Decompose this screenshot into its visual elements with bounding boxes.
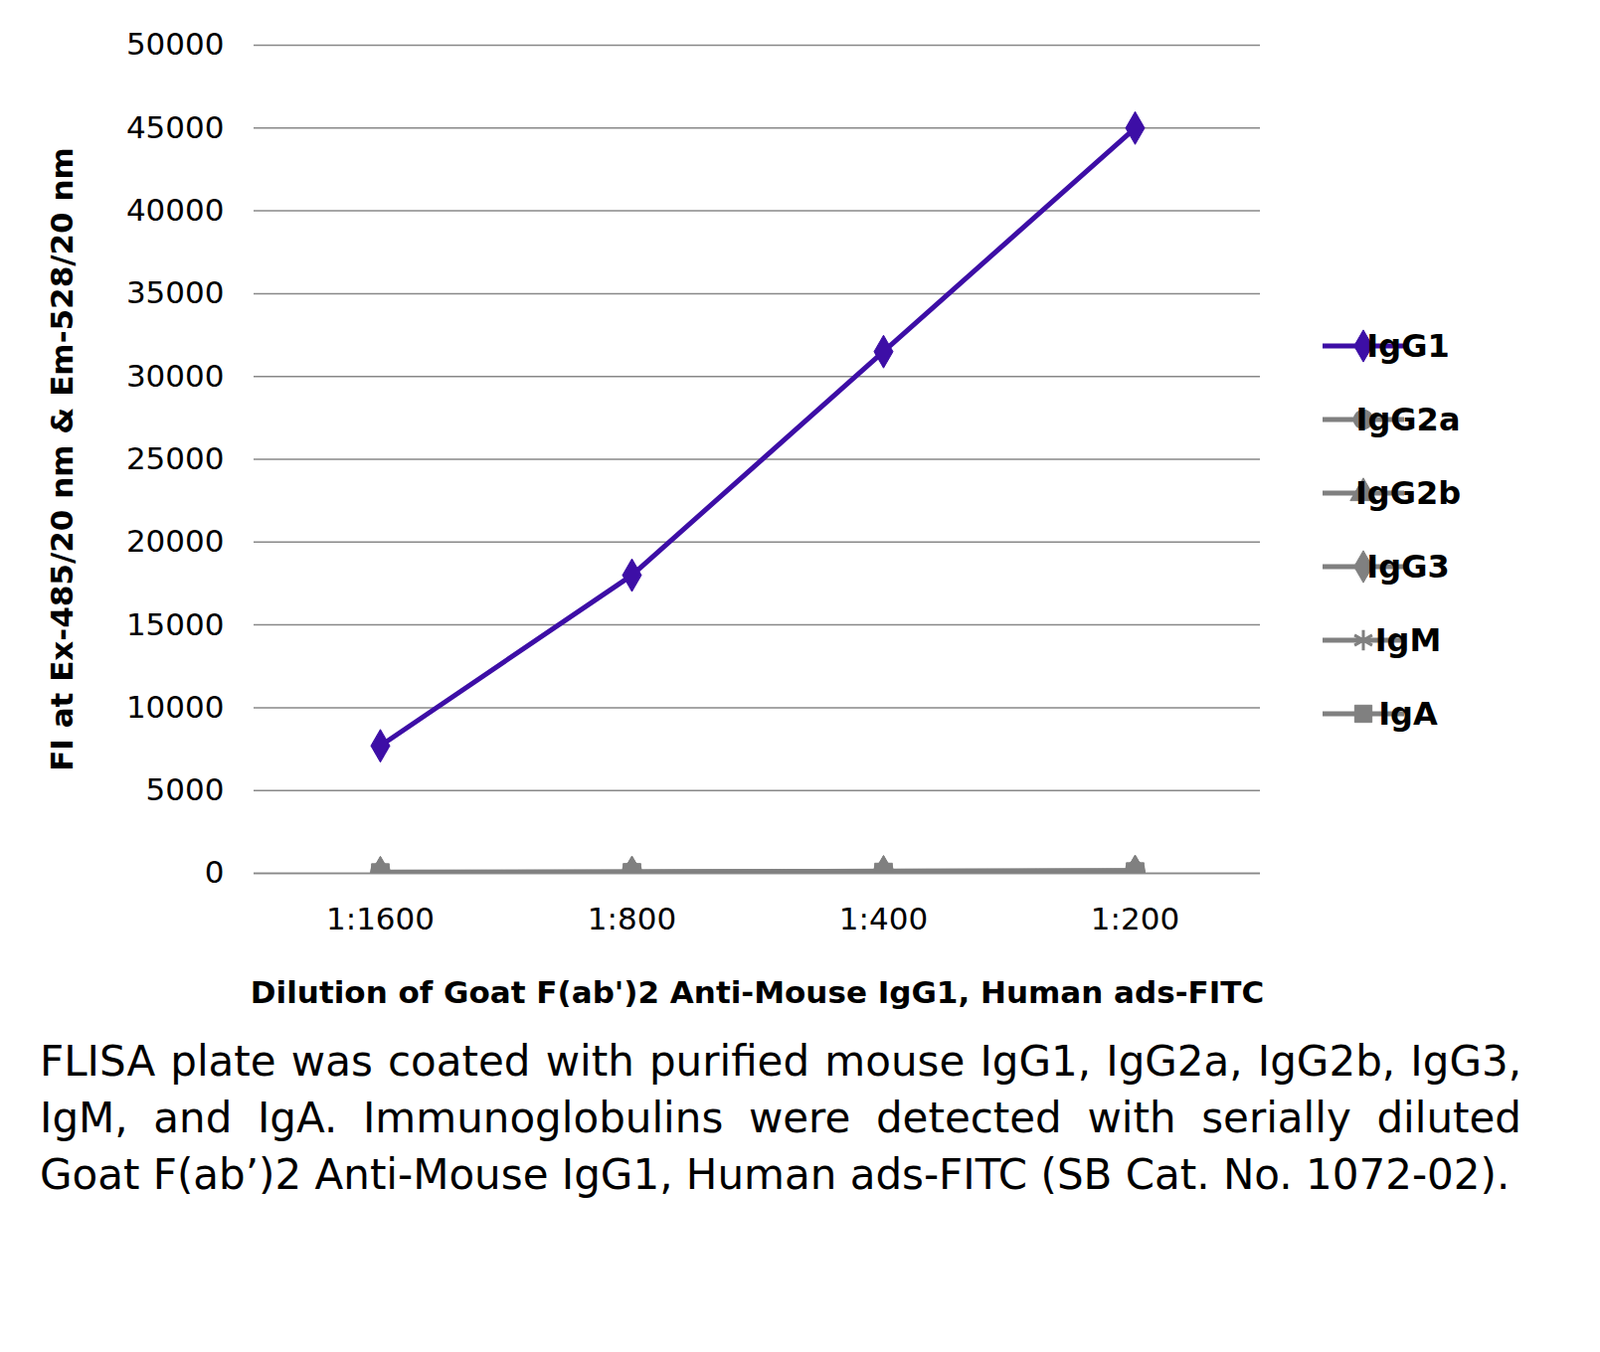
svg-text:FI at Ex-485/20 nm & Em-528/20: FI at Ex-485/20 nm & Em-528/20 nm bbox=[43, 147, 80, 772]
svg-text:IgG1: IgG1 bbox=[1366, 327, 1449, 365]
svg-text:40000: 40000 bbox=[126, 191, 225, 228]
svg-text:IgG2a: IgG2a bbox=[1356, 400, 1461, 439]
svg-text:25000: 25000 bbox=[126, 440, 225, 477]
svg-text:50000: 50000 bbox=[126, 25, 225, 62]
svg-text:IgG3: IgG3 bbox=[1366, 547, 1449, 586]
svg-text:1:400: 1:400 bbox=[839, 900, 928, 937]
svg-text:1:200: 1:200 bbox=[1090, 900, 1180, 937]
svg-text:1:1600: 1:1600 bbox=[326, 900, 435, 937]
svg-text:1:800: 1:800 bbox=[587, 900, 677, 937]
svg-text:IgM: IgM bbox=[1375, 621, 1442, 660]
svg-text:Dilution of Goat F(ab')2 Anti-: Dilution of Goat F(ab')2 Anti-Mouse IgG1… bbox=[250, 974, 1264, 1011]
svg-text:15000: 15000 bbox=[126, 606, 225, 643]
svg-text:IgA: IgA bbox=[1378, 695, 1438, 733]
svg-text:45000: 45000 bbox=[126, 109, 225, 146]
svg-text:10000: 10000 bbox=[126, 689, 225, 725]
svg-text:IgG2b: IgG2b bbox=[1355, 474, 1461, 513]
html-text:FLISA plate was coated with pu: FLISA plate was coated with purified mou… bbox=[39, 1037, 1522, 1200]
svg-text:0: 0 bbox=[204, 854, 225, 890]
svg-text:20000: 20000 bbox=[126, 523, 225, 559]
svg-text:30000: 30000 bbox=[126, 357, 225, 394]
svg-text:35000: 35000 bbox=[126, 274, 225, 311]
svg-text:5000: 5000 bbox=[146, 771, 225, 808]
